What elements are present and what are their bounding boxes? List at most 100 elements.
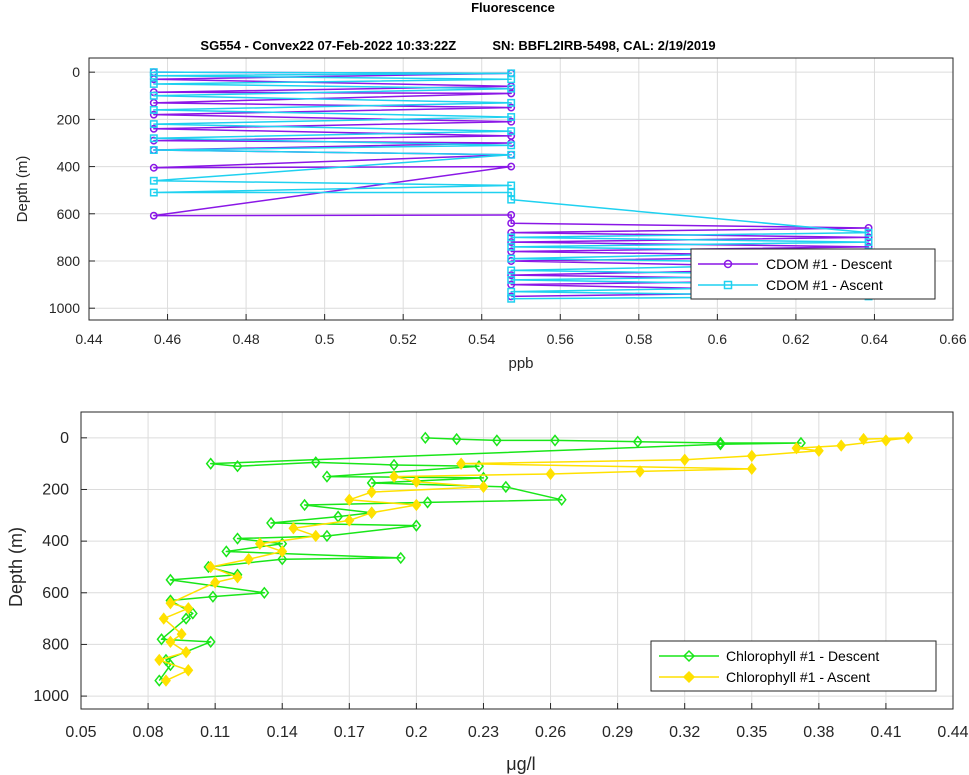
chlorophyll-1-descent-point xyxy=(715,436,726,450)
chlorophyll-1-descent-point xyxy=(451,432,462,446)
cdom-1-ascent-point xyxy=(507,84,516,93)
chlorophyll-1-ascent-point xyxy=(746,462,757,476)
figure-title: Fluorescence xyxy=(471,0,555,15)
chlorophyll-x-ticks: 0.05 0.08 0.11 0.14 0.17 0.2 0.23 0.26 0.29 0.32 0… xyxy=(65,703,969,741)
chlorophyll-series-ascent xyxy=(154,431,914,687)
cdom-x-tick-label: 0.56 xyxy=(547,331,574,347)
cdom-y-tick-label: 200 xyxy=(57,111,81,127)
cdom-x-tick-label: 0.6 xyxy=(708,331,728,347)
cdom-1-ascent-line xyxy=(153,71,870,300)
cdom-1-ascent-point xyxy=(507,266,516,275)
chlorophyll-1-ascent-point xyxy=(288,522,299,535)
chlorophyll-1-descent-point xyxy=(310,456,321,469)
chlorophyll-y-tick-label: 400 xyxy=(42,533,69,550)
chlorophyll-y-tick-label: 1000 xyxy=(33,688,69,705)
chlorophyll-1-ascent-point xyxy=(791,441,802,455)
chlorophyll-x-tick-label: 0.41 xyxy=(870,724,901,741)
cdom-x-axis-label: ppb xyxy=(508,355,533,372)
chlorophyll-1-ascent-point xyxy=(880,434,891,447)
cdom-x-tick-label: 0.54 xyxy=(468,331,495,347)
chlorophyll-x-tick-label: 0.14 xyxy=(267,724,298,741)
chlorophyll-legend-label-descent: Chlorophyll #1 - Descent xyxy=(726,648,879,664)
cdom-1-descent-point xyxy=(149,163,158,172)
chlorophyll-1-ascent-point xyxy=(635,465,645,478)
cdom-chart: SG554 - Convex22 07-Feb-2022 10:33:22Z S… xyxy=(14,38,967,372)
chlorophyll-x-tick-label: 0.44 xyxy=(937,724,968,741)
cdom-x-tick-label: 0.48 xyxy=(232,331,259,347)
cdom-1-ascent-point xyxy=(507,141,516,150)
cdom-y-axis-label: Depth (m) xyxy=(14,156,31,223)
cdom-x-tick-label: 0.66 xyxy=(939,331,966,347)
chlorophyll-1-descent-point xyxy=(232,532,243,545)
chlorophyll-1-descent-point xyxy=(259,586,270,599)
cdom-1-ascent-point xyxy=(149,176,158,185)
cdom-1-ascent-point xyxy=(149,68,158,77)
chlorophyll-1-ascent-point xyxy=(836,439,847,452)
cdom-1-descent-point xyxy=(507,271,516,280)
cdom-plot-frame xyxy=(88,57,954,321)
chlorophyll-1-descent-point xyxy=(422,496,433,509)
cdom-x-tick-label: 0.46 xyxy=(154,331,181,347)
chlorophyll-1-descent-point xyxy=(266,516,277,530)
cdom-1-ascent-point xyxy=(149,146,158,155)
chlorophyll-legend: Chlorophyll #1 - Descent Chlorophyll #1 … xyxy=(650,640,937,692)
cdom-1-ascent-point xyxy=(507,113,516,121)
chlorophyll-1-ascent-point xyxy=(478,480,489,494)
cdom-1-ascent-point xyxy=(507,69,516,78)
chlorophyll-1-ascent-point xyxy=(411,475,422,488)
chlorophyll-1-ascent-point xyxy=(210,576,221,589)
chlorophyll-1-ascent-point xyxy=(158,612,169,625)
cdom-x-tick-label: 0.64 xyxy=(861,331,888,347)
chlorophyll-1-ascent-point xyxy=(545,467,556,481)
chlorophyll-x-tick-label: 0.38 xyxy=(803,724,834,741)
chlorophyll-y-axis-label: Depth (m) xyxy=(6,527,26,607)
chlorophyll-1-descent-point xyxy=(321,529,332,543)
chlorophyll-legend-box xyxy=(650,640,937,692)
cdom-1-descent-line xyxy=(153,71,870,298)
cdom-1-descent-point xyxy=(149,110,158,119)
cdom-1-descent-point xyxy=(507,228,516,237)
cdom-x-tick-label: 0.62 xyxy=(782,331,809,347)
cdom-legend-marker-descent xyxy=(723,259,733,269)
chlorophyll-1-descent-point xyxy=(165,573,176,587)
cdom-1-descent-point xyxy=(864,223,873,232)
cdom-1-ascent-point xyxy=(507,181,516,190)
chlorophyll-1-ascent-point xyxy=(344,514,355,527)
chlorophyll-1-descent-point xyxy=(715,438,726,451)
cdom-1-descent-point xyxy=(507,238,516,247)
cdom-legend-label-descent: CDOM #1 - Descent xyxy=(766,256,892,272)
chlorophyll-1-ascent-point xyxy=(154,653,165,667)
chlorophyll-1-descent-point xyxy=(550,434,560,447)
chlorophyll-1-descent-point xyxy=(181,612,192,625)
chlorophyll-1-ascent-point xyxy=(456,457,467,470)
chlorophyll-1-descent-point xyxy=(632,435,643,448)
chlorophyll-1-descent-point xyxy=(207,590,218,603)
chlorophyll-1-descent-point xyxy=(500,480,511,494)
chlorophyll-1-ascent-point xyxy=(277,545,288,558)
chlorophyll-1-descent-point xyxy=(420,431,431,445)
chlorophyll-1-ascent-point xyxy=(205,560,216,574)
chlorophyll-x-tick-label: 0.05 xyxy=(65,724,96,741)
chlorophyll-1-descent-point xyxy=(205,635,216,649)
cdom-x-tick-label: 0.52 xyxy=(390,331,417,347)
cdom-1-descent-point xyxy=(507,103,516,112)
chlorophyll-1-descent-point xyxy=(156,633,167,646)
cdom-1-ascent-point xyxy=(864,228,873,237)
chlorophyll-x-tick-label: 0.08 xyxy=(133,724,164,741)
chlorophyll-1-descent-point xyxy=(556,493,567,507)
cdom-y-tick-label: 0 xyxy=(72,64,80,80)
cdom-1-ascent-point xyxy=(507,233,516,242)
chlorophyll-y-tick-label: 200 xyxy=(42,481,69,498)
chlorophyll-1-ascent-point xyxy=(813,444,824,457)
chlorophyll-1-descent-point xyxy=(232,460,243,473)
cdom-1-ascent-point xyxy=(507,127,516,136)
chlorophyll-x-tick-label: 0.32 xyxy=(669,724,700,741)
chlorophyll-1-descent-point xyxy=(395,551,406,565)
chlorophyll-legend-label-ascent: Chlorophyll #1 - Ascent xyxy=(726,669,870,685)
cdom-1-descent-point xyxy=(149,211,158,220)
chlorophyll-x-axis-label: μg/l xyxy=(506,754,535,774)
chlorophyll-1-descent-point xyxy=(491,434,502,447)
cdom-chart-subtitle: SG554 - Convex22 07-Feb-2022 10:33:22Z S… xyxy=(200,38,715,53)
cdom-1-descent-point xyxy=(864,233,873,242)
chlorophyll-1-ascent-point xyxy=(243,553,254,566)
